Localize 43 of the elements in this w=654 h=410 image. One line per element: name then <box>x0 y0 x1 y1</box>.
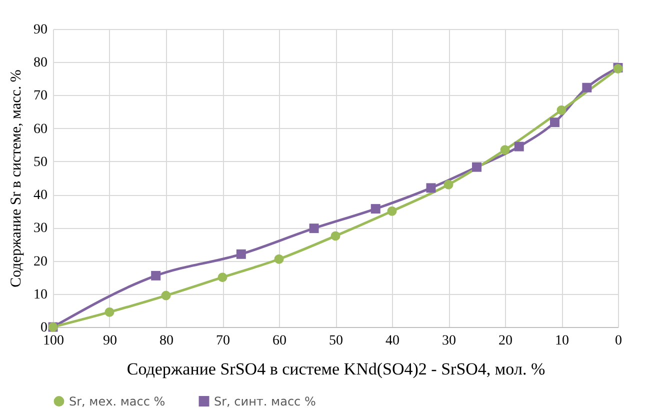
x-tick-label: 0 <box>615 334 622 348</box>
point <box>274 254 284 264</box>
y-tick-label: 10 <box>34 287 48 302</box>
point <box>582 82 592 92</box>
y-tick-label: 70 <box>34 88 48 104</box>
y-tick-label: 90 <box>34 22 48 38</box>
point <box>330 231 340 241</box>
point <box>550 118 560 128</box>
y-tick-label: 0 <box>40 320 48 336</box>
x-tick-label: 70 <box>216 334 230 348</box>
point <box>104 307 114 317</box>
point <box>309 224 319 234</box>
x-tick-label: 50 <box>329 334 343 348</box>
y-tick-label: 80 <box>34 56 48 71</box>
legend-label: Sr, синт. масс % <box>214 394 316 408</box>
x-tick-label: 20 <box>498 334 512 348</box>
y-tick-label: 20 <box>34 254 48 270</box>
y-tick-label: 60 <box>34 122 48 137</box>
x-axis-title: Содержание SrSO4 в системе KNd(SO4)2 - SrSO4, мол. % <box>126 360 546 378</box>
y-axis-title: Содержание Sr в системе, масс. % <box>8 70 24 288</box>
point <box>370 204 380 214</box>
y-tick-label: 40 <box>34 188 48 204</box>
point <box>472 162 482 172</box>
point <box>161 290 171 300</box>
point <box>151 270 161 280</box>
point <box>444 180 454 190</box>
y-tick-label: 50 <box>34 154 48 170</box>
point <box>426 183 436 193</box>
y-tick-label: 30 <box>34 221 48 236</box>
point <box>556 105 566 115</box>
point <box>236 249 246 259</box>
x-tick-label: 60 <box>272 334 286 348</box>
x-tick-label: 80 <box>160 334 174 348</box>
x-tick-label: 40 <box>386 334 400 348</box>
point <box>500 145 510 155</box>
x-tick-label: 10 <box>555 334 569 348</box>
x-tick-label: 90 <box>103 334 117 348</box>
point <box>218 272 228 282</box>
x-tick-label: 100 <box>43 334 64 348</box>
point <box>514 142 524 152</box>
point <box>387 206 397 216</box>
x-tick-label: 30 <box>442 334 456 348</box>
legend-label: Sr, мех. масс % <box>69 394 166 408</box>
